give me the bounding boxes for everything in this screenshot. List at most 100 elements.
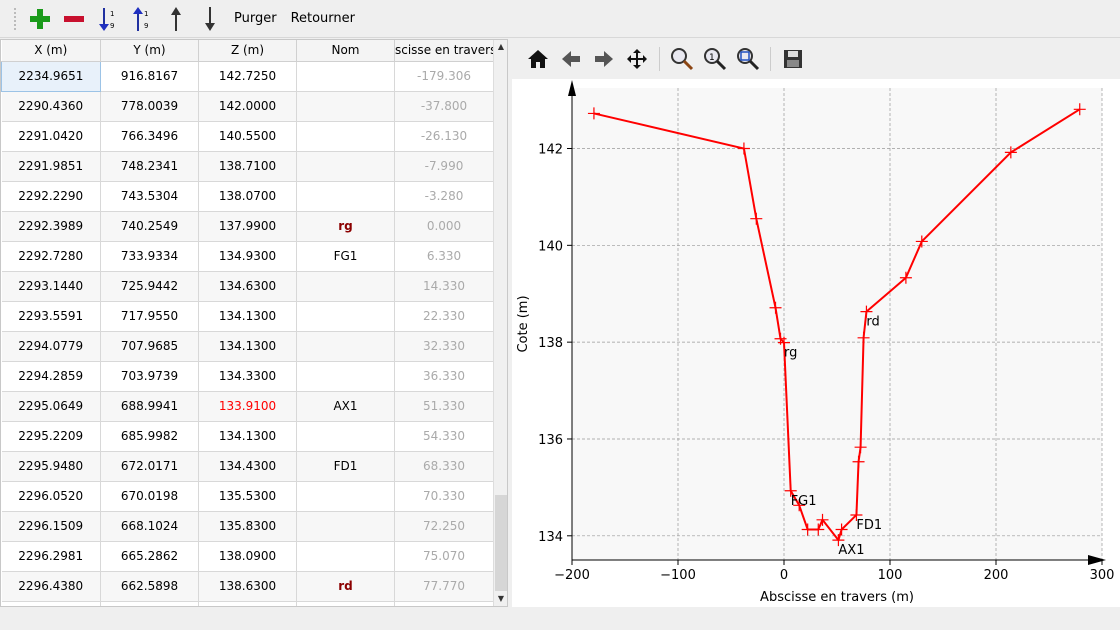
y-cell[interactable]: 707.9685 (100, 331, 199, 362)
column-header[interactable]: scisse en travers (394, 40, 494, 62)
toolbar-grip[interactable] (14, 7, 18, 30)
y-cell[interactable]: 688.9941 (100, 391, 199, 422)
x-cell[interactable]: 2296.4380 (1, 571, 101, 602)
abscisse-cell[interactable]: 14.330 (394, 271, 494, 302)
abscisse-cell[interactable]: -37.800 (394, 91, 494, 122)
column-header[interactable]: Z (m) (198, 40, 297, 62)
table-row[interactable]: 2296.2981 665.2862 138.0900 75.070 (1, 541, 494, 572)
table-row[interactable]: 2291.9851 748.2341 138.7100 -7.990 (1, 151, 494, 182)
nom-cell[interactable]: rd (296, 571, 395, 602)
x-cell[interactable]: 2294.2859 (1, 361, 101, 392)
abscisse-cell[interactable]: 77.770 (394, 571, 494, 602)
nom-cell[interactable] (296, 601, 395, 606)
table-row[interactable]: 2291.0420 766.3496 140.5500 -26.130 (1, 121, 494, 152)
scroll-up-arrow[interactable]: ▲ (497, 42, 505, 51)
z-cell[interactable]: 134.9300 (198, 241, 297, 272)
abscisse-cell[interactable]: -179.306 (394, 61, 494, 92)
scroll-down-arrow[interactable]: ▼ (497, 594, 505, 603)
table-row[interactable]: 2293.1440 725.9442 134.6300 14.330 (1, 271, 494, 302)
abscisse-cell[interactable]: 54.330 (394, 421, 494, 452)
z-cell[interactable]: 134.4300 (198, 451, 297, 482)
nom-cell[interactable] (296, 121, 395, 152)
y-cell[interactable]: 766.3496 (100, 121, 199, 152)
nom-cell[interactable] (296, 271, 395, 302)
profile-chart[interactable]: −200 −100 0 100 200 300 134 136 138 140 142 rg FG1 AX… (512, 79, 1120, 607)
x-cell[interactable]: 2295.0649 (1, 391, 101, 422)
add-row-button[interactable] (26, 5, 54, 33)
pan-button[interactable] (623, 45, 651, 73)
abscisse-cell[interactable] (394, 601, 494, 606)
nom-cell[interactable] (296, 421, 395, 452)
table-row[interactable]: 2294.2859 703.9739 134.3300 36.330 (1, 361, 494, 392)
abscisse-cell[interactable]: 68.330 (394, 451, 494, 482)
abscisse-cell[interactable]: -26.130 (394, 121, 494, 152)
nom-cell[interactable] (296, 361, 395, 392)
abscisse-cell[interactable]: 72.250 (394, 511, 494, 542)
z-cell[interactable]: 134.6300 (198, 271, 297, 302)
scrollbar-thumb[interactable] (495, 495, 507, 591)
x-cell[interactable]: 2293.5591 (1, 301, 101, 332)
zoom-fit-button[interactable] (734, 45, 762, 73)
table-row[interactable]: 2292.7280 733.9334 134.9300 FG1 6.330 (1, 241, 494, 272)
nom-cell[interactable] (296, 331, 395, 362)
z-cell[interactable]: 142.7250 (198, 61, 297, 92)
x-cell[interactable]: 2291.0420 (1, 121, 101, 152)
nom-cell[interactable] (296, 301, 395, 332)
move-down-button[interactable] (196, 5, 224, 33)
table-vertical-scrollbar[interactable]: ▲ ▼ (493, 40, 507, 606)
z-cell[interactable]: 134.3300 (198, 361, 297, 392)
table-row[interactable]: 2296.1509 668.1024 135.8300 72.250 (1, 511, 494, 542)
z-cell[interactable]: 135.8300 (198, 511, 297, 542)
nom-cell[interactable]: FD1 (296, 451, 395, 482)
abscisse-cell[interactable]: 32.330 (394, 331, 494, 362)
table-row[interactable]: 2293.5591 717.9550 134.1300 22.330 (1, 301, 494, 332)
abscisse-cell[interactable]: 0.000 (394, 211, 494, 242)
save-button[interactable] (779, 45, 807, 73)
x-cell[interactable]: 2290.4360 (1, 91, 101, 122)
y-cell[interactable]: 916.8167 (100, 61, 199, 92)
x-cell[interactable]: 2291.9851 (1, 151, 101, 182)
abscisse-cell[interactable]: 51.330 (394, 391, 494, 422)
table-row[interactable] (1, 601, 494, 606)
z-cell[interactable]: 138.6300 (198, 571, 297, 602)
y-cell[interactable]: 725.9442 (100, 271, 199, 302)
nom-cell[interactable] (296, 511, 395, 542)
x-cell[interactable]: 2292.2290 (1, 181, 101, 212)
x-cell[interactable]: 2296.1509 (1, 511, 101, 542)
forward-button[interactable] (590, 45, 618, 73)
y-cell[interactable]: 672.0171 (100, 451, 199, 482)
z-cell[interactable]: 133.9100 (198, 391, 297, 422)
y-cell[interactable]: 778.0039 (100, 91, 199, 122)
abscisse-cell[interactable]: 6.330 (394, 241, 494, 272)
z-cell[interactable]: 134.1300 (198, 301, 297, 332)
nom-cell[interactable] (296, 541, 395, 572)
x-cell[interactable] (1, 601, 101, 606)
nom-cell[interactable] (296, 181, 395, 212)
z-cell[interactable]: 140.5500 (198, 121, 297, 152)
move-up-button[interactable] (162, 5, 190, 33)
z-cell[interactable]: 138.0900 (198, 541, 297, 572)
y-cell[interactable]: 703.9739 (100, 361, 199, 392)
y-cell[interactable]: 685.9982 (100, 421, 199, 452)
nom-cell[interactable]: rg (296, 211, 395, 242)
x-cell[interactable]: 2293.1440 (1, 271, 101, 302)
nom-cell[interactable] (296, 91, 395, 122)
y-cell[interactable]: 668.1024 (100, 511, 199, 542)
purge-button[interactable]: Purger (234, 11, 277, 26)
nom-cell[interactable]: FG1 (296, 241, 395, 272)
back-button[interactable] (557, 45, 585, 73)
y-cell[interactable]: 662.5898 (100, 571, 199, 602)
x-cell[interactable]: 2294.0779 (1, 331, 101, 362)
remove-row-button[interactable] (60, 5, 88, 33)
x-cell[interactable]: 2292.7280 (1, 241, 101, 272)
x-cell[interactable]: 2234.9651 (1, 60, 101, 92)
home-button[interactable] (524, 45, 552, 73)
reverse-button[interactable]: Retourner (290, 11, 355, 26)
nom-cell[interactable] (296, 481, 395, 512)
z-cell[interactable]: 135.5300 (198, 481, 297, 512)
table-row[interactable]: 2294.0779 707.9685 134.1300 32.330 (1, 331, 494, 362)
abscisse-cell[interactable]: 75.070 (394, 541, 494, 572)
z-cell[interactable] (198, 601, 297, 606)
table-row[interactable]: 2296.4380 662.5898 138.6300 rd 77.770 (1, 571, 494, 602)
